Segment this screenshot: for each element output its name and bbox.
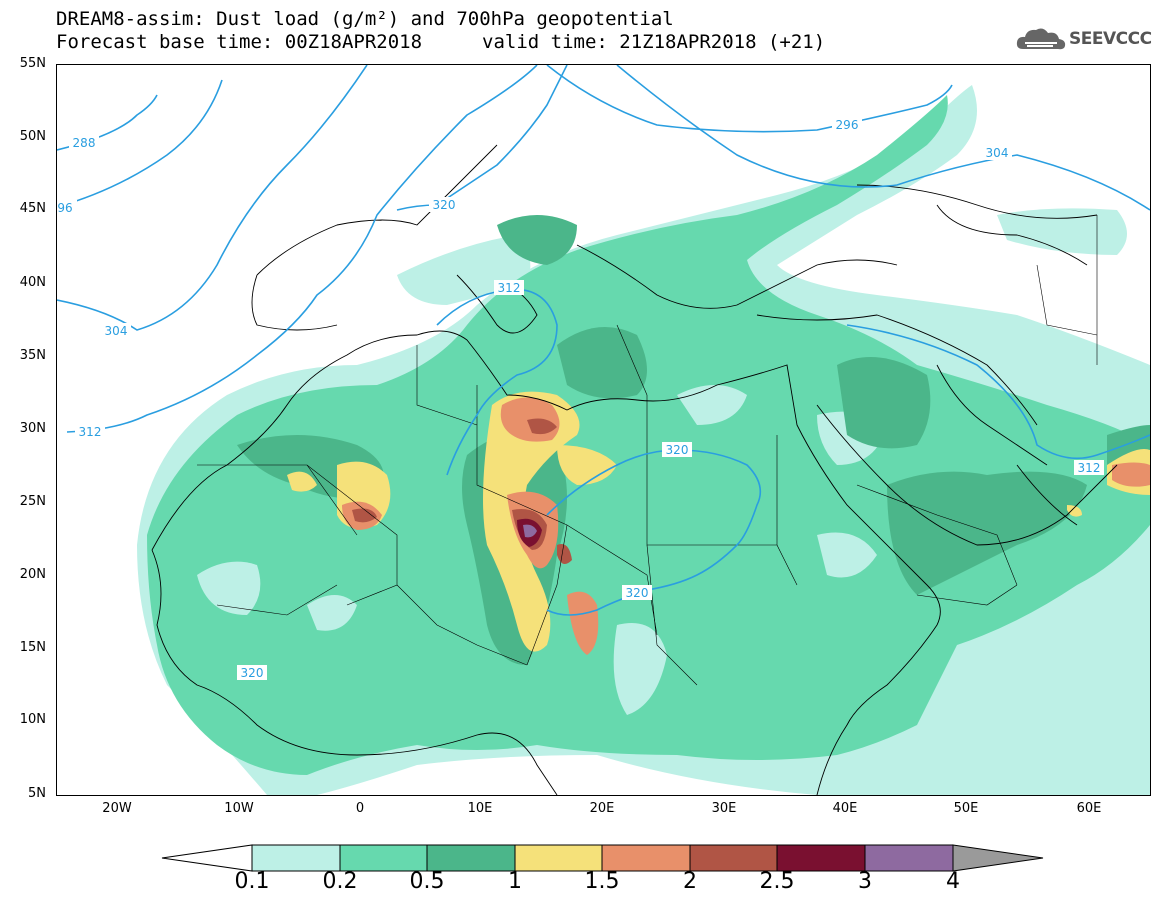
lat-label-40n: 40N <box>19 275 46 290</box>
lon-label-20w: 20W <box>102 801 132 816</box>
contour-label-320: 320 <box>241 666 264 680</box>
lon-label-10w: 10W <box>224 801 254 816</box>
lat-label-25n: 25N <box>19 494 46 509</box>
colorbar-label-3: 3 <box>858 869 872 894</box>
lat-label-55n: 55N <box>19 56 46 71</box>
logo-text: SEEVCCC <box>1069 29 1152 49</box>
colorbar-over-arrow <box>952 844 1044 872</box>
lat-label-20n: 20N <box>19 567 46 582</box>
lat-label-45n: 45N <box>19 201 46 216</box>
dust-level-0.2 <box>147 95 1150 775</box>
contour-label-96: 96 <box>57 201 72 215</box>
colorbar-label-1: 1 <box>508 869 522 894</box>
seevccc-logo: SEEVCCC <box>1015 25 1152 53</box>
lat-label-35n: 35N <box>19 348 46 363</box>
forecast-base-time: Forecast base time: 00Z18APR2018 <box>56 31 423 53</box>
contour-label-320-south: 320 <box>626 586 649 600</box>
lat-label-5n: 5N <box>28 786 46 801</box>
dust-load-map[interactable]: 288 96 304 312 320 296 304 312 320 320 3… <box>56 64 1151 796</box>
lon-label-50e: 50E <box>953 801 979 816</box>
colorbar-label-0.1: 0.1 <box>234 869 270 894</box>
contour-labels: 288 96 304 312 320 296 304 312 320 320 3… <box>57 117 1104 680</box>
contour-320-north <box>396 65 568 211</box>
contour-312-east <box>436 288 558 476</box>
lat-label-50n: 50N <box>19 129 46 144</box>
colorbar <box>161 844 1044 872</box>
contour-label-288: 288 <box>73 136 96 150</box>
dust-level-4 <box>523 524 537 538</box>
contour-296-west <box>57 79 223 208</box>
colorbar-label-2: 2 <box>683 869 697 894</box>
contour-label-304: 304 <box>105 324 128 338</box>
lat-label-10n: 10N <box>19 712 46 727</box>
colorbar-bin-0.5 <box>426 844 516 872</box>
cloud-icon <box>1016 28 1066 50</box>
map-title: DREAM8-assim: Dust load (g/m²) and 700hP… <box>56 8 674 30</box>
contour-label-320-north: 320 <box>433 198 456 212</box>
lon-label-30e: 30E <box>711 801 737 816</box>
lon-label-60e: 60E <box>1076 801 1102 816</box>
colorbar-bin-0.2 <box>339 844 428 872</box>
country-borders <box>197 215 1098 686</box>
colorbar-label-4: 4 <box>946 869 960 894</box>
contour-label-296-east: 296 <box>836 118 859 132</box>
lat-label-15n: 15N <box>19 640 46 655</box>
contour-312-east2 <box>846 324 1150 460</box>
lat-label-30n: 30N <box>19 421 46 436</box>
lon-label-10e: 10E <box>467 801 493 816</box>
colorbar-bin-1.5 <box>601 844 691 872</box>
coastlines <box>151 144 1118 795</box>
colorbar-bin-2 <box>689 844 778 872</box>
lon-label-20e: 20E <box>589 801 615 816</box>
colorbar-label-0.2: 0.2 <box>322 869 358 894</box>
colorbar-bin-2.5 <box>776 844 866 872</box>
valid-time: valid time: 21Z18APR2018 (+21) <box>482 31 826 53</box>
colorbar-label-2.5: 2.5 <box>759 869 795 894</box>
contour-label-320-central: 320 <box>666 443 689 457</box>
contour-label-304-east: 304 <box>986 146 1009 160</box>
colorbar-bin-1 <box>514 844 603 872</box>
contour-label-312-central: 312 <box>498 281 521 295</box>
contour-304-west <box>57 65 368 331</box>
colorbar-label-1.5: 1.5 <box>584 869 620 894</box>
map-canvas: 288 96 304 312 320 296 304 312 320 320 3… <box>57 65 1150 795</box>
colorbar-bin-3 <box>864 844 954 872</box>
lon-label-40e: 40E <box>832 801 858 816</box>
colorbar-label-0.5: 0.5 <box>409 869 445 894</box>
contour-304-east <box>616 65 1150 211</box>
contour-312-west <box>66 65 538 433</box>
contour-label-312: 312 <box>79 425 102 439</box>
contour-296-east <box>546 65 953 133</box>
colorbar-bin-0.1 <box>251 844 341 872</box>
contour-label-312-east: 312 <box>1078 461 1101 475</box>
lon-label-0: 0 <box>355 801 365 816</box>
colorbar-under-arrow <box>161 844 253 872</box>
